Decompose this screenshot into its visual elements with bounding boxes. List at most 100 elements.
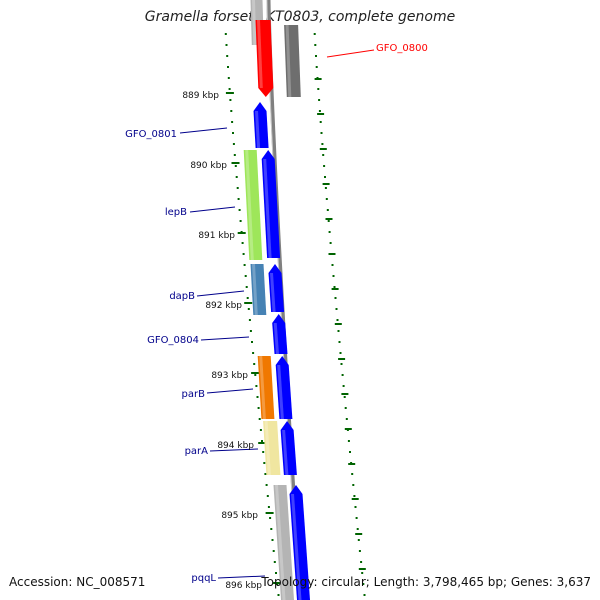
gene-arrow — [272, 314, 288, 354]
tick-dot — [329, 242, 332, 244]
leader-line — [200, 336, 250, 341]
tick-dot — [229, 99, 232, 101]
tick-dot — [357, 539, 360, 541]
tick-dot — [256, 396, 259, 398]
tick-dot — [362, 583, 365, 585]
leader-line — [217, 575, 266, 579]
gene-shine — [252, 264, 258, 315]
tick-dot — [318, 110, 321, 112]
gene-label: GFO_0801 — [125, 129, 177, 140]
minor-tick — [331, 288, 339, 290]
gene-body — [275, 356, 293, 419]
minor-tick — [348, 463, 356, 465]
tick-dot — [244, 275, 247, 277]
gene-label: pqqL — [191, 573, 216, 584]
tick-dot — [319, 121, 322, 123]
tick-dot — [361, 572, 364, 574]
tick-dot — [246, 297, 249, 299]
gene-body — [272, 314, 288, 354]
minor-tick — [314, 78, 322, 80]
tick-dot — [255, 385, 258, 387]
tick-dot — [233, 154, 236, 156]
tick-dot — [352, 484, 355, 486]
tick-dot — [333, 286, 336, 288]
gene-shine — [273, 323, 279, 354]
gene-body — [261, 150, 281, 258]
leader-line — [196, 290, 245, 297]
minor-tick — [328, 253, 336, 255]
gene-arrow — [280, 421, 297, 475]
tick-dot — [340, 363, 343, 365]
tick-dot — [243, 264, 246, 266]
leader-line — [209, 448, 259, 452]
tick-dot — [259, 429, 262, 431]
tick-dot — [270, 528, 273, 530]
tick-dot — [358, 550, 361, 552]
tick-dot — [317, 88, 320, 90]
tick-dot — [342, 385, 345, 387]
gene-label: parA — [185, 446, 209, 457]
gene-shine — [264, 421, 271, 475]
tick-dot — [326, 209, 329, 211]
gene-arrow — [261, 150, 281, 258]
major-tick — [273, 582, 282, 584]
gene-arrow — [268, 264, 285, 312]
gene-label: dapB — [169, 291, 195, 302]
gene-body — [257, 356, 275, 419]
tick-dot — [332, 275, 335, 277]
scale-label: 896 kbp — [225, 581, 262, 591]
tick-dot — [226, 55, 229, 57]
gene-shine — [252, 0, 257, 45]
major-tick — [265, 512, 274, 514]
tick-dot — [345, 418, 348, 420]
tick-dot — [343, 396, 346, 398]
gene-shine — [270, 273, 276, 312]
leader-line — [189, 206, 236, 213]
tick-dot — [261, 440, 263, 442]
gene-body — [243, 150, 263, 260]
tick-dot — [320, 132, 323, 134]
tick-dot — [360, 561, 363, 563]
gene-shine — [259, 356, 266, 419]
minor-tick — [341, 393, 349, 395]
gene-body — [255, 20, 274, 97]
tick-dot — [249, 330, 252, 332]
tick-dot — [269, 517, 272, 519]
gene-arrow — [263, 421, 281, 475]
leader-line — [326, 49, 375, 58]
tick-dot — [315, 66, 318, 68]
gene-features — [243, 0, 310, 600]
gene-body — [250, 264, 267, 315]
tick-dot — [238, 209, 241, 211]
tick-dot — [355, 517, 358, 519]
summary-text: Topology: circular; Length: 3,798,465 bp… — [261, 575, 591, 589]
tick-dot — [266, 495, 269, 497]
minor-tick — [351, 498, 359, 500]
tick-dot — [242, 253, 245, 255]
gene-arrow — [289, 485, 310, 600]
tick-dot — [239, 220, 242, 222]
tick-dot — [356, 528, 359, 530]
tick-dot — [344, 407, 347, 409]
labels: GFO_0800 GFO_0801 lepB dapB GFO_0804 parB parA… — [125, 43, 428, 591]
minor-tick — [319, 148, 327, 150]
tick-dot — [338, 341, 341, 343]
scale-label: 891 kbp — [198, 231, 235, 241]
tick-dot — [277, 594, 280, 596]
major-tick — [251, 372, 260, 374]
gene-shine — [285, 25, 292, 97]
tick-dot — [248, 319, 251, 321]
tick-dot — [228, 88, 231, 90]
minor-tick — [334, 323, 342, 325]
tick-dot — [236, 187, 239, 189]
tick-dot — [267, 506, 270, 508]
tick-dot — [351, 473, 354, 475]
tick-dot — [324, 176, 326, 178]
gene-arrow — [273, 485, 294, 600]
tick-dot — [322, 154, 325, 156]
minor-tick — [358, 568, 366, 570]
tick-dot — [232, 132, 234, 134]
tick-dot — [257, 407, 260, 409]
tick-dot — [254, 374, 257, 376]
